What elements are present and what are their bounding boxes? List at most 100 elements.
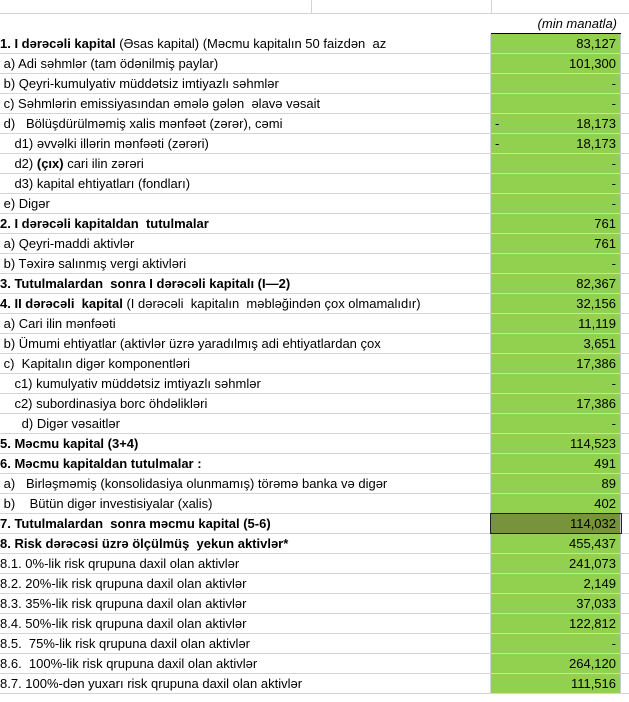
row-label: d) Digər vəsaitlər: [0, 414, 491, 433]
table-row: 3. Tutulmalardan sonra I dərəcəli kapita…: [0, 274, 629, 294]
value-text: -: [611, 176, 616, 191]
label-text: a) Cari ilin mənfəəti: [0, 316, 116, 331]
value-text: 89: [601, 476, 616, 491]
row-label: 3. Tutulmalardan sonra I dərəcəli kapita…: [0, 274, 491, 293]
row-value: 83,127: [491, 34, 621, 53]
label-text: 1. I dərəcəli kapital: [0, 36, 116, 51]
table-row: 8.5. 75%-lik risk qrupuna daxil olan akt…: [0, 634, 629, 654]
row-label: d) Bölüşdürülməmiş xalis mənfəət (zərər)…: [0, 114, 491, 133]
label-text: e) Digər: [0, 196, 50, 211]
label-text: c) Kapitalın digər komponentləri: [0, 356, 191, 371]
value-text: 101,300: [569, 56, 616, 71]
row-label: 5. Məcmu kapital (3+4): [0, 434, 491, 453]
row-value: 241,073: [491, 554, 621, 573]
label-text: d) Digər vəsaitlər: [0, 416, 120, 431]
table-row: 8.4. 50%-lik risk qrupuna daxil olan akt…: [0, 614, 629, 634]
label-text: d2): [0, 156, 37, 171]
row-label: b) Qeyri-kumulyativ müddətsiz imtiyazlı …: [0, 74, 491, 93]
label-text: 5. Məcmu kapital (3+4): [0, 436, 139, 451]
row-value: 37,033: [491, 594, 621, 613]
table-row: d) Digər vəsaitlər -: [0, 414, 629, 434]
row-label: 8. Risk dərəcəsi üzrə ölçülmüş yekun akt…: [0, 534, 491, 553]
row-value: -: [491, 94, 621, 113]
table-row: a) Birləşməmiş (konsolidasiya olunmamış)…: [0, 474, 629, 494]
table-row: 7. Tutulmalardan sonra məcmu kapital (5-…: [0, 513, 629, 534]
table-row: b) Təxirə salınmış vergi aktivləri -: [0, 254, 629, 274]
row-label: c) Səhmlərin emissiyasından əmələ gələn …: [0, 94, 491, 113]
row-label: a) Qeyri-maddi aktivlər: [0, 234, 491, 253]
row-label: 8.2. 20%-lik risk qrupuna daxil olan akt…: [0, 574, 491, 593]
value-text: -: [611, 376, 616, 391]
row-label: c2) subordinasiya borc öhdəlikləri: [0, 394, 491, 413]
row-value: 455,437: [491, 534, 621, 553]
row-value: -: [491, 74, 621, 93]
value-text: 37,033: [576, 596, 616, 611]
value-text: 491: [594, 456, 616, 471]
row-label: a) Birləşməmiş (konsolidasiya olunmamış)…: [0, 474, 491, 493]
row-value: 264,120: [491, 654, 621, 673]
table-row: d) Bölüşdürülməmiş xalis mənfəət (zərər)…: [0, 114, 629, 134]
row-value: 17,386: [491, 394, 621, 413]
row-value: 761: [491, 234, 621, 253]
row-value: 101,300: [491, 54, 621, 73]
value-text: -: [611, 76, 616, 91]
value-text: -: [611, 416, 616, 431]
table-row: b) Ümumi ehtiyatlar (aktivlər üzrə yarad…: [0, 334, 629, 354]
row-value: 491: [491, 454, 621, 473]
row-label: 6. Məcmu kapitaldan tutulmalar :: [0, 454, 491, 473]
row-label: 8.4. 50%-lik risk qrupuna daxil olan akt…: [0, 614, 491, 633]
table-row: 2. I dərəcəli kapitaldan tutulmalar 761: [0, 214, 629, 234]
label-text: d3) kapital ehtiyatları (fondları): [0, 176, 191, 191]
row-value: 114,523: [491, 434, 621, 453]
value-text: 122,812: [569, 616, 616, 631]
label-text: a) Birləşməmiş (konsolidasiya olunmamış)…: [0, 476, 388, 491]
row-value: 17,386: [491, 354, 621, 373]
row-label: 8.1. 0%-lik risk qrupuna daxil olan akti…: [0, 554, 491, 573]
label-text: 8.2. 20%-lik risk qrupuna daxil olan akt…: [0, 576, 247, 591]
value-text: 2,149: [583, 576, 616, 591]
table-row: c) Kapitalın digər komponentləri 17,386: [0, 354, 629, 374]
row-label: d1) əvvəlki illərin mənfəəti (zərəri): [0, 134, 491, 153]
row-label: b) Ümumi ehtiyatlar (aktivlər üzrə yarad…: [0, 334, 491, 353]
row-label: 2. I dərəcəli kapitaldan tutulmalar: [0, 214, 491, 233]
row-label: 7. Tutulmalardan sonra məcmu kapital (5-…: [0, 514, 491, 533]
row-label: 8.6. 100%-lik risk qrupuna daxil olan ak…: [0, 654, 491, 673]
value-text: 17,386: [576, 396, 616, 411]
table-row: a) Cari ilin mənfəəti 11,119: [0, 314, 629, 334]
label-text: cari ilin zərəri: [63, 156, 144, 171]
label-text: d1) əvvəlki illərin mənfəəti (zərəri): [0, 136, 209, 151]
row-value: 2,149: [491, 574, 621, 593]
row-value: 32,156: [491, 294, 621, 313]
table-row: 8. Risk dərəcəsi üzrə ölçülmüş yekun akt…: [0, 534, 629, 554]
value-sign: -: [495, 136, 500, 151]
row-value: 114,032: [490, 513, 622, 534]
value-text: 3,651: [583, 336, 616, 351]
value-text: 114,523: [569, 436, 616, 451]
label-text: 6. Məcmu kapitaldan tutulmalar :: [0, 456, 202, 471]
label-text: 2. I dərəcəli kapitaldan tutulmalar: [0, 216, 209, 231]
row-value: 82,367: [491, 274, 621, 293]
table-row: b) Bütün digər investisiyalar (xalis) 402: [0, 494, 629, 514]
row-label: 8.5. 75%-lik risk qrupuna daxil olan akt…: [0, 634, 491, 653]
table-row: 4. II dərəcəli kapital (I dərəcəli kapit…: [0, 294, 629, 314]
row-label: a) Adi səhmlər (tam ödənilmiş paylar): [0, 54, 491, 73]
label-text: 8. Risk dərəcəsi üzrə ölçülmüş yekun akt…: [0, 536, 289, 551]
value-text: -: [611, 636, 616, 651]
value-text: 455,437: [569, 536, 616, 551]
row-value: -: [491, 154, 621, 173]
row-label: e) Digər: [0, 194, 491, 213]
table-row: 8.3. 35%-lik risk qrupuna daxil olan akt…: [0, 594, 629, 614]
row-label: b) Bütün digər investisiyalar (xalis): [0, 494, 491, 513]
table-row: d3) kapital ehtiyatları (fondları) -: [0, 174, 629, 194]
row-label: c1) kumulyativ müddətsiz imtiyazlı səhml…: [0, 374, 491, 393]
label-text: 8.6. 100%-lik risk qrupuna daxil olan ak…: [0, 656, 258, 671]
value-text: 83,127: [576, 36, 616, 51]
value-text: 402: [594, 496, 616, 511]
row-value: 89: [491, 474, 621, 493]
row-label: 8.3. 35%-lik risk qrupuna daxil olan akt…: [0, 594, 491, 613]
table-row: 8.7. 100%-dən yuxarı risk qrupuna daxil …: [0, 674, 629, 694]
row-value: -: [491, 254, 621, 273]
label-text: c2) subordinasiya borc öhdəlikləri: [0, 396, 208, 411]
table-row: a) Qeyri-maddi aktivlər 761: [0, 234, 629, 254]
